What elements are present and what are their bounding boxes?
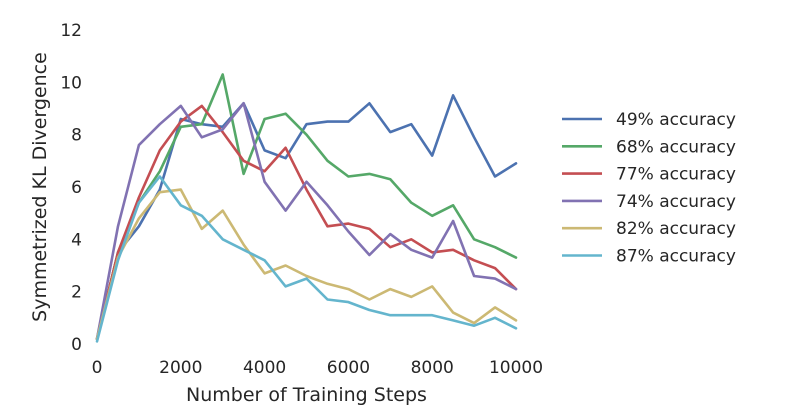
series-line-2 (95, 104, 518, 341)
x-axis-label: Number of Training Steps (186, 384, 427, 406)
x-tick-label: 4000 (243, 358, 286, 378)
series-line-1 (95, 73, 518, 341)
y-tick-label: 6 (71, 178, 82, 198)
y-tick-label: 4 (71, 230, 82, 250)
legend-label-0: 49% accuracy (616, 110, 736, 130)
y-tick-label: 12 (60, 21, 82, 41)
x-tick-label: 2000 (159, 358, 202, 378)
y-axis-label: Symmetrized KL Divergence (29, 52, 51, 322)
y-tick-label: 0 (71, 335, 82, 355)
series-line-5 (95, 175, 518, 343)
series-line-4 (95, 188, 518, 341)
legend-label-1: 68% accuracy (616, 137, 736, 157)
legend-label-5: 87% accuracy (616, 247, 736, 267)
x-tick-labels: 0 2000 4000 6000 8000 10000 (92, 358, 543, 378)
series-line-3 (95, 102, 518, 341)
x-tick-label: 6000 (327, 358, 370, 378)
y-tick-label: 2 (71, 283, 82, 303)
y-tick-label: 8 (71, 126, 82, 146)
legend-label-3: 74% accuracy (616, 192, 736, 212)
y-tick-label: 10 (60, 73, 82, 93)
legend: 49% accuracy 68% accuracy 77% accuracy 74% … (562, 110, 736, 267)
legend-label-2: 77% accuracy (616, 165, 736, 185)
x-tick-label: 10000 (489, 358, 543, 378)
series-line-0 (95, 94, 518, 341)
x-tick-label: 8000 (411, 358, 454, 378)
plot-lines (95, 73, 518, 343)
x-tick-label: 0 (92, 358, 103, 378)
legend-label-4: 82% accuracy (616, 219, 736, 239)
y-tick-labels: 0 2 4 6 8 10 12 (60, 21, 82, 355)
